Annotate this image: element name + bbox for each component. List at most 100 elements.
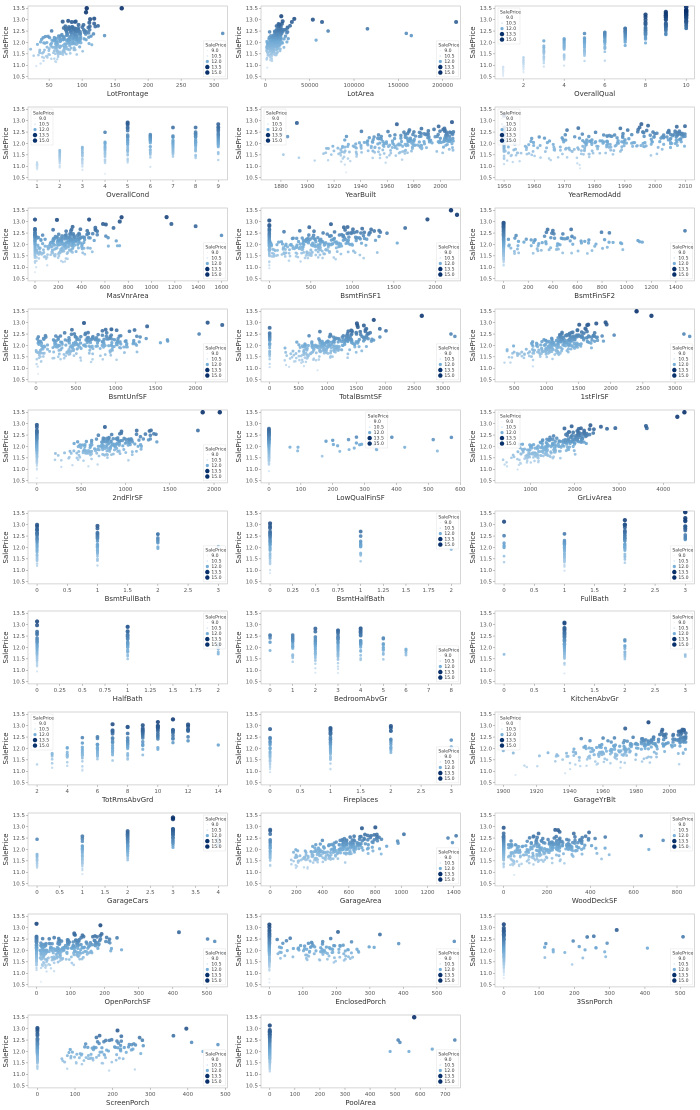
data-point bbox=[555, 241, 559, 246]
data-point bbox=[290, 19, 295, 24]
data-point bbox=[307, 253, 311, 257]
data-point bbox=[609, 145, 613, 149]
x-tick-label: 2000 bbox=[603, 386, 617, 392]
data-point bbox=[288, 251, 291, 255]
data-point bbox=[556, 247, 560, 251]
legend-title: SalePrice bbox=[368, 413, 389, 419]
x-tick-label: 2000 bbox=[434, 184, 448, 190]
y-tick-label: 12.0 bbox=[13, 646, 26, 652]
data-point bbox=[312, 357, 316, 360]
data-point bbox=[295, 120, 300, 125]
data-point bbox=[591, 151, 595, 155]
data-point bbox=[656, 145, 660, 149]
data-point bbox=[135, 334, 139, 338]
data-point bbox=[448, 147, 452, 151]
data-point bbox=[39, 359, 43, 363]
data-point bbox=[501, 65, 504, 68]
data-point bbox=[547, 139, 551, 143]
data-point bbox=[359, 539, 363, 543]
y-tick-label: 13.0 bbox=[246, 17, 259, 23]
x-tick-label: 0 bbox=[35, 487, 39, 493]
data-point bbox=[526, 143, 530, 147]
legend-entry-label: 15.0 bbox=[678, 373, 688, 379]
data-point bbox=[360, 349, 364, 353]
x-tick-label: 150000 bbox=[388, 83, 409, 89]
x-tick-label: 1200 bbox=[644, 285, 658, 291]
data-point bbox=[291, 236, 296, 240]
plot-area bbox=[494, 409, 695, 483]
legend-marker bbox=[500, 123, 503, 125]
data-point bbox=[104, 334, 109, 338]
legend-entry-label: 9.0 bbox=[445, 48, 452, 54]
data-point bbox=[521, 58, 525, 61]
x-tick-label: 1 bbox=[96, 587, 100, 593]
data-point bbox=[551, 454, 555, 458]
data-point bbox=[55, 246, 59, 250]
data-point bbox=[34, 348, 38, 352]
data-point bbox=[320, 339, 325, 343]
data-point bbox=[281, 19, 285, 24]
data-point bbox=[372, 135, 377, 139]
data-point bbox=[52, 49, 56, 53]
data-point bbox=[327, 158, 330, 162]
data-point bbox=[35, 670, 39, 673]
data-point bbox=[76, 246, 80, 250]
data-point bbox=[559, 236, 563, 240]
legend-marker bbox=[266, 127, 270, 132]
data-point bbox=[282, 153, 286, 156]
data-point bbox=[282, 245, 286, 249]
x-tick-label: 0.5 bbox=[63, 587, 72, 593]
x-tick-label: 1000 bbox=[619, 285, 633, 291]
y-axis-label: SalePrice bbox=[2, 632, 10, 664]
legend-marker bbox=[33, 127, 37, 132]
legend-entry-label: 12.0 bbox=[445, 59, 455, 65]
y-tick-label: 11.0 bbox=[479, 568, 492, 574]
data-point bbox=[169, 221, 174, 226]
data-point bbox=[664, 135, 669, 139]
data-point bbox=[554, 338, 558, 342]
data-point bbox=[508, 361, 512, 364]
data-point bbox=[71, 463, 74, 467]
data-point bbox=[502, 543, 506, 547]
data-point bbox=[327, 242, 331, 246]
legend-marker bbox=[206, 627, 209, 630]
data-point bbox=[616, 139, 620, 143]
legend-entry-label: 12.0 bbox=[272, 127, 282, 133]
legend-entry-label: 12.0 bbox=[678, 362, 688, 368]
legend-title: SalePrice bbox=[439, 42, 460, 48]
data-point bbox=[298, 345, 303, 349]
data-point bbox=[90, 449, 94, 453]
legend-marker bbox=[671, 373, 677, 378]
y-tick-label: 12.5 bbox=[479, 533, 492, 539]
data-point bbox=[60, 346, 64, 350]
y-tick-label: 10.5 bbox=[13, 276, 26, 282]
data-point bbox=[271, 251, 275, 255]
legend-marker bbox=[267, 123, 270, 125]
y-tick-label: 11.0 bbox=[13, 568, 26, 574]
data-point bbox=[642, 134, 646, 138]
legend-marker bbox=[438, 367, 443, 372]
y-tick-label: 13.5 bbox=[13, 410, 26, 416]
legend-entry-label: 15.0 bbox=[445, 272, 455, 278]
data-point bbox=[362, 230, 367, 234]
data-point bbox=[268, 346, 272, 350]
data-point bbox=[333, 240, 337, 244]
data-point bbox=[379, 134, 384, 139]
data-point bbox=[126, 157, 129, 160]
data-point bbox=[355, 434, 359, 439]
x-tick-label: 0.25 bbox=[287, 587, 300, 593]
y-tick-label: 12.0 bbox=[479, 343, 492, 349]
data-point bbox=[109, 327, 114, 331]
data-point bbox=[641, 144, 645, 148]
data-point bbox=[313, 159, 317, 162]
data-point bbox=[542, 65, 545, 68]
data-point bbox=[32, 217, 38, 222]
legend-entry-label: 9.0 bbox=[445, 351, 452, 357]
y-tick-label: 12.0 bbox=[13, 545, 26, 551]
data-point bbox=[126, 145, 130, 149]
data-point bbox=[134, 432, 139, 436]
data-point bbox=[453, 334, 457, 338]
data-point bbox=[109, 439, 113, 443]
data-point bbox=[288, 254, 292, 258]
data-point bbox=[587, 155, 591, 159]
